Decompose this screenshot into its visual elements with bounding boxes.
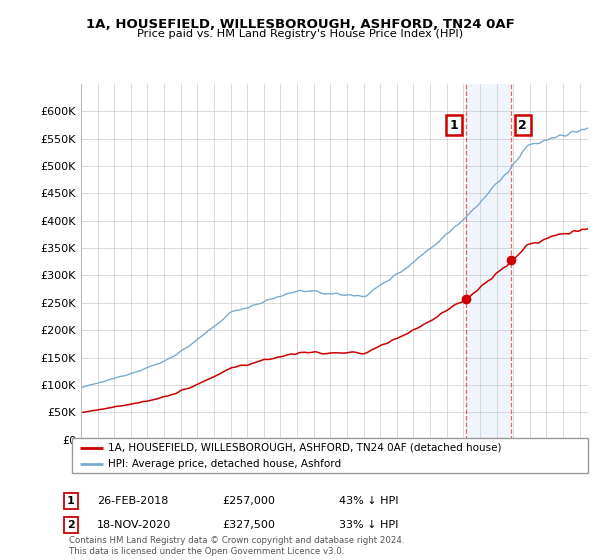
Text: 1: 1 [67,496,74,506]
Bar [466,84,511,440]
Text: 26-FEB-2018: 26-FEB-2018 [97,496,169,506]
Text: 2: 2 [518,119,527,132]
Text: 33% ↓ HPI: 33% ↓ HPI [339,520,398,530]
Text: Contains HM Land Registry data © Crown copyright and database right 2024.
This d: Contains HM Land Registry data © Crown c… [69,536,404,556]
Text: 43% ↓ HPI: 43% ↓ HPI [339,496,398,506]
Text: 1: 1 [450,119,458,132]
Text: £327,500: £327,500 [222,520,275,530]
Text: 1A, HOUSEFIELD, WILLESBOROUGH, ASHFORD, TN24 0AF: 1A, HOUSEFIELD, WILLESBOROUGH, ASHFORD, … [86,18,514,31]
Text: Price paid vs. HM Land Registry's House Price Index (HPI): Price paid vs. HM Land Registry's House … [137,29,463,39]
Text: 18-NOV-2020: 18-NOV-2020 [97,520,172,530]
Text: HPI: Average price, detached house, Ashford: HPI: Average price, detached house, Ashf… [108,459,341,469]
Text: £257,000: £257,000 [222,496,275,506]
Text: 2: 2 [67,520,74,530]
Text: 1A, HOUSEFIELD, WILLESBOROUGH, ASHFORD, TN24 0AF (detached house): 1A, HOUSEFIELD, WILLESBOROUGH, ASHFORD, … [108,443,502,453]
FancyBboxPatch shape [72,438,588,473]
